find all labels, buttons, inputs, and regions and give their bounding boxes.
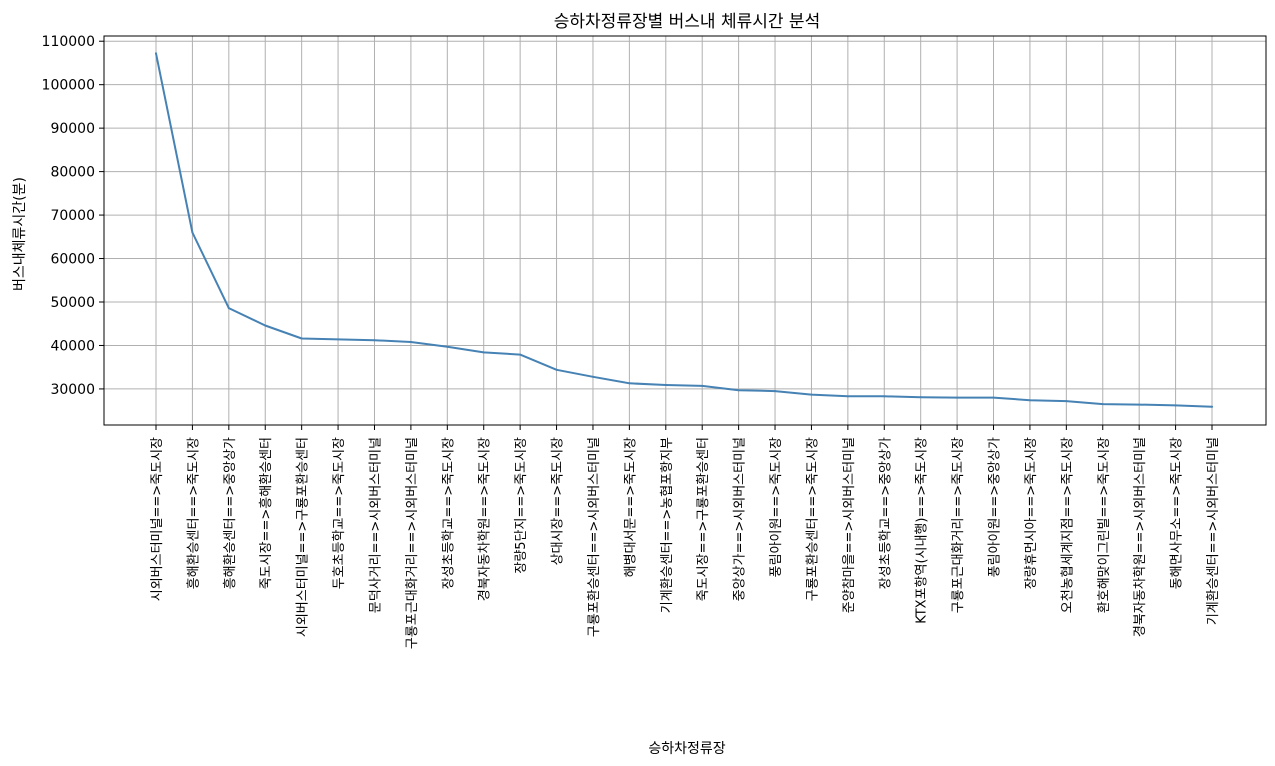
x-tick-label: 구룡포근대화거리==>죽도시장 <box>951 437 966 613</box>
x-tick-label: 경북자동차학원==>시외버스터미널 <box>1133 437 1148 637</box>
y-tick-label: 30000 <box>50 382 95 398</box>
x-tick-label: 풍림아이원==>죽도시장 <box>769 437 784 577</box>
data-point <box>409 340 412 343</box>
x-tick-label: 구룡포근대화거리==>시외버스터미널 <box>405 437 420 649</box>
x-tick-label: 경북자동차학원==>죽도시장 <box>478 437 493 601</box>
y-tick-label: 60000 <box>50 252 95 268</box>
data-point <box>664 384 667 387</box>
x-tick-label: 상대시장==>죽도시장 <box>551 437 566 565</box>
x-tick-label: 중앙상가==>시외버스터미널 <box>733 437 748 601</box>
data-point <box>992 396 995 399</box>
data-point <box>264 324 267 327</box>
x-tick-label: 해병대서문==>죽도시장 <box>623 437 638 577</box>
grid-lines <box>104 36 1266 425</box>
x-tick-label: 장성초등학교==>죽도시장 <box>441 437 456 589</box>
data-point <box>337 338 340 341</box>
data-point <box>1101 403 1104 406</box>
x-tick-label: 동해면사무소==>죽도시장 <box>1170 437 1185 589</box>
x-tick-label: 구룡포환승센터==>시외버스터미널 <box>587 437 602 637</box>
data-point <box>1065 400 1068 403</box>
data-point <box>373 339 376 342</box>
chart-title: 승하차정류장별 버스내 체류시간 분석 <box>554 12 820 32</box>
data-point <box>810 393 813 396</box>
x-tick-label: 장량휴먼시아==>죽도시장 <box>1024 437 1039 589</box>
x-tick-label: 흥해환승센터==>중앙상가 <box>223 437 238 589</box>
data-point <box>591 375 594 378</box>
data-point <box>846 395 849 398</box>
x-tick-label: 구룡포환승센터==>죽도시장 <box>805 437 820 601</box>
data-point <box>227 307 230 310</box>
data-point <box>701 384 704 387</box>
x-tick-label: 준양참마을==>시외버스터미널 <box>842 437 857 613</box>
x-tick-label: 오천농협세계지점==>죽도시장 <box>1060 437 1075 613</box>
x-tick-label: 시외버스터미널==>구룡포환승센터 <box>296 437 311 637</box>
data-point <box>482 351 485 354</box>
y-tick-label: 70000 <box>50 208 95 224</box>
data-point <box>446 345 449 348</box>
series-layer <box>155 52 1213 408</box>
y-tick-label: 80000 <box>50 165 95 181</box>
data-point <box>191 231 194 234</box>
y-tick-label: 40000 <box>50 338 95 354</box>
y-tick-label: 50000 <box>50 295 95 311</box>
data-point <box>737 389 740 392</box>
data-point <box>1174 404 1177 407</box>
x-tick-label: 기계환승센터==>농협포항지부 <box>660 437 675 613</box>
data-point <box>1028 399 1031 402</box>
data-point <box>555 368 558 371</box>
y-axis-label: 버스내체류시간(분) <box>12 177 28 291</box>
x-axis: 시외버스터미널==>죽도시장 흥해환승센터==>죽도시장 흥해환승센터==>중앙상가… <box>150 425 1221 649</box>
y-tick-label: 90000 <box>50 121 95 137</box>
data-point <box>919 396 922 399</box>
plot-frame <box>103 35 1267 426</box>
x-axis-label: 승하차정류장 <box>648 741 725 757</box>
y-axis: 30000 40000 50000 60000 70000 80000 90000 10000… <box>42 34 104 398</box>
y-tick-label: 110000 <box>42 34 95 50</box>
x-tick-label: 장량5단지==>죽도시장 <box>514 437 529 574</box>
x-tick-label: 환호해맞이그린빌==>죽도시장 <box>1097 437 1112 613</box>
data-point <box>1138 403 1141 406</box>
data-point <box>519 353 522 356</box>
data-point <box>883 395 886 398</box>
data-point <box>1211 405 1213 408</box>
x-tick-label: KTX포항역(시내행)==>죽도시장 <box>914 437 930 624</box>
x-tick-label: 두호초등학교==>죽도시장 <box>332 437 347 589</box>
x-tick-label: 풍림아이원==>중앙상가 <box>988 437 1003 577</box>
x-tick-label: 흥해환승센터==>죽도시장 <box>186 437 201 589</box>
x-tick-label: 죽도시장==>구룡포환승센터 <box>696 437 711 601</box>
data-point <box>774 390 777 393</box>
x-tick-label: 문덕사거리==>시외버스터미널 <box>368 437 383 613</box>
data-point <box>300 337 303 340</box>
x-tick-label: 시외버스터미널==>죽도시장 <box>150 437 165 601</box>
y-tick-label: 100000 <box>42 78 95 94</box>
data-point <box>155 52 157 55</box>
data-point <box>628 382 631 385</box>
x-tick-label: 장성초등학교==>중앙상가 <box>878 437 893 589</box>
data-point <box>956 396 959 399</box>
x-tick-label: 죽도시장==>흥해환승센터 <box>259 437 274 589</box>
series-line <box>155 52 1213 408</box>
x-tick-label: 기계환승센터==>시외버스터미널 <box>1206 437 1221 625</box>
